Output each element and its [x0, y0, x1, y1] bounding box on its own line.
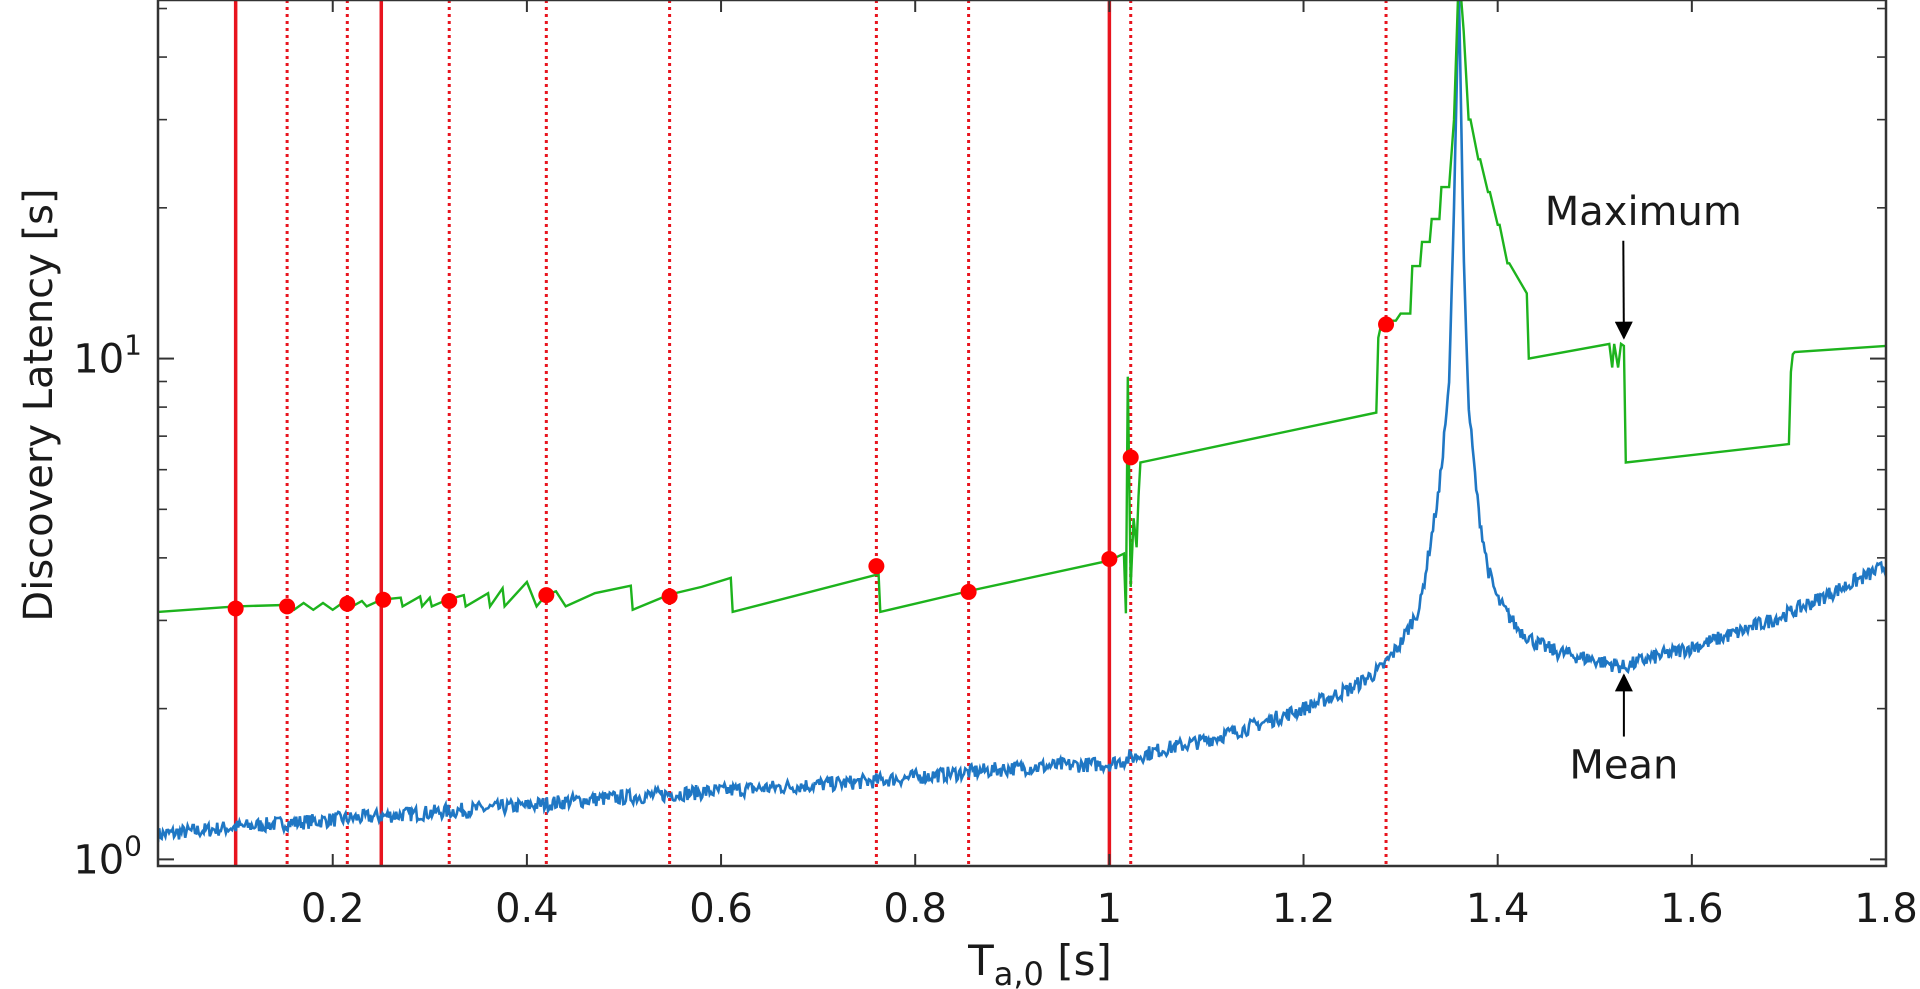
marker-point — [1378, 316, 1395, 333]
x-axis-label-symbol: T — [967, 936, 994, 985]
marker-point — [339, 595, 356, 612]
marker-point — [227, 600, 244, 617]
marker-point — [279, 598, 296, 615]
marker-point — [960, 583, 977, 600]
marker-point — [375, 591, 392, 608]
y-tick-label: 100 — [73, 829, 142, 883]
y-axis-label: Discovery Latency [s] — [16, 188, 62, 621]
annotation-arrow — [1614, 240, 1633, 340]
axis-ticks: 0.2 0.4 0.6 0.8 1 1.2 1.4 1.6 1.8 100 101 — [73, 0, 1918, 932]
x-tick-label: 1.2 — [1272, 886, 1336, 932]
x-tick-label: 0.6 — [689, 886, 753, 932]
annotation-label: Maximum — [1545, 189, 1742, 235]
marker-point — [868, 558, 885, 575]
axis-labels: Discovery Latency [s] Ta,0 [s] — [16, 188, 1112, 989]
marker-point — [538, 587, 555, 604]
x-tick-label: 0.8 — [883, 886, 947, 932]
plot-border — [156, 0, 1888, 868]
x-tick-label: 1.4 — [1466, 886, 1530, 932]
x-tick-label: 1.6 — [1660, 886, 1724, 932]
axes-frame — [156, 0, 1888, 868]
x-axis-label: Ta,0 [s] — [967, 936, 1112, 989]
marker-point — [1122, 449, 1139, 466]
annotations: Maximum Mean — [1545, 189, 1742, 789]
x-tick-label: 1 — [1097, 886, 1122, 932]
marker-point — [1101, 550, 1118, 567]
x-tick-label: 0.2 — [301, 886, 365, 932]
x-axis-label-unit: [s] — [1044, 936, 1112, 985]
series-line-mean — [158, 0, 1886, 843]
marker-point — [661, 588, 678, 605]
x-tick-label: 1.8 — [1854, 886, 1918, 932]
plot-area — [158, 0, 1886, 866]
y-tick-label: 101 — [73, 329, 142, 383]
marker-point — [441, 593, 458, 610]
annotation-label: Mean — [1569, 743, 1678, 789]
x-axis-label-subscript: a,0 — [994, 955, 1044, 989]
x-tick-label: 0.4 — [495, 886, 559, 932]
series-line-maximum — [158, 0, 1886, 614]
